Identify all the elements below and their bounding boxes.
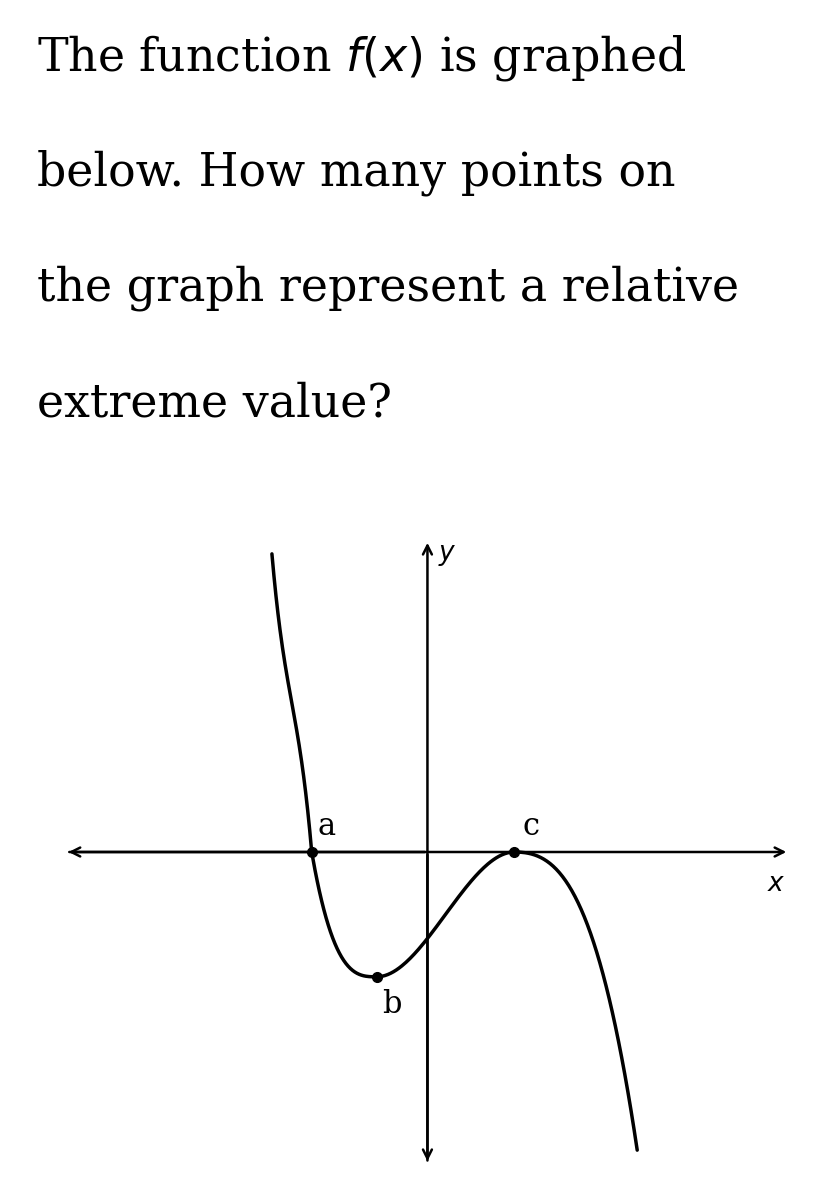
Text: a: a bbox=[317, 811, 335, 841]
Text: below. How many points on: below. How many points on bbox=[37, 149, 676, 196]
Text: $x$: $x$ bbox=[767, 871, 786, 896]
Text: c: c bbox=[523, 811, 540, 841]
Text: the graph represent a relative: the graph represent a relative bbox=[37, 265, 739, 311]
Text: b: b bbox=[382, 989, 402, 1020]
Text: extreme value?: extreme value? bbox=[37, 382, 392, 427]
Text: $y$: $y$ bbox=[438, 544, 457, 569]
Text: The function $f(x)$ is graphed: The function $f(x)$ is graphed bbox=[37, 34, 686, 83]
